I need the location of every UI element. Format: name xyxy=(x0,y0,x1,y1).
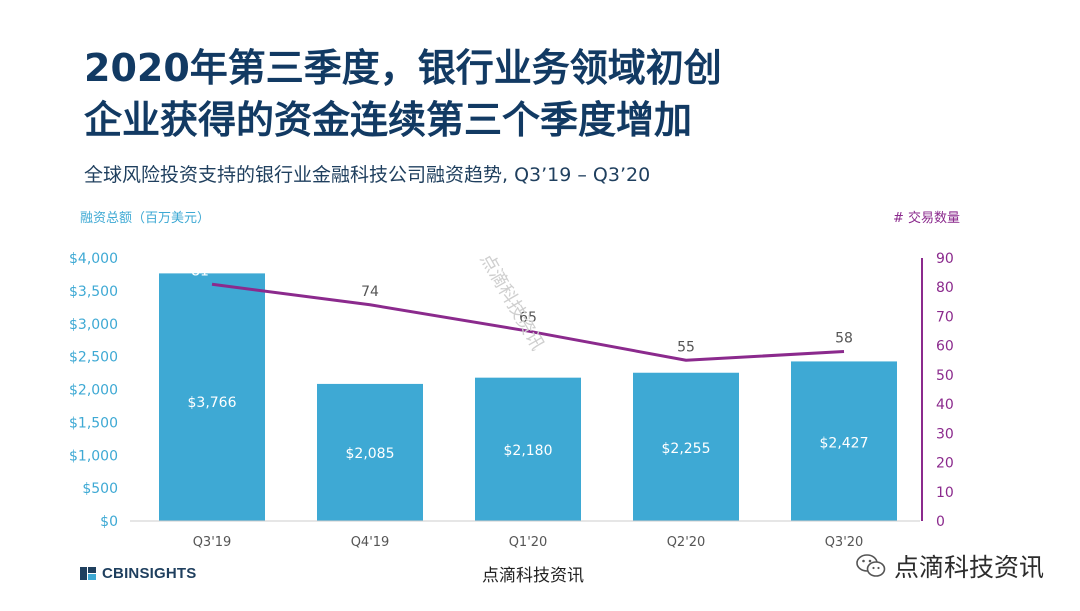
y-left-tick-label-5: $2,500 xyxy=(69,350,118,366)
x-tick-label-3: Q2'20 xyxy=(667,535,706,550)
y-left-tick-label-6: $3,000 xyxy=(69,317,118,333)
y-right-axis-title: # 交易数量 xyxy=(893,210,960,226)
y-right-tick-label-9: 90 xyxy=(936,251,954,267)
y-left-tick-label-3: $1,500 xyxy=(69,415,118,431)
bar-value-label-0: $3,766 xyxy=(188,395,237,411)
y-left-tick-label-8: $4,000 xyxy=(69,251,118,267)
bar-3 xyxy=(633,372,739,521)
bar-value-label-3: $2,255 xyxy=(662,441,711,457)
bar-value-label-2: $2,180 xyxy=(504,443,553,459)
y-right-tick-label-5: 50 xyxy=(936,368,954,384)
y-right-tick-label-0: 0 xyxy=(936,514,945,530)
y-right-tick-label-2: 20 xyxy=(936,456,954,472)
bar-4 xyxy=(791,361,897,521)
y-left-tick-label-2: $1,000 xyxy=(69,448,118,464)
x-tick-label-1: Q4'19 xyxy=(351,535,390,550)
y-right-tick-label-1: 10 xyxy=(936,485,954,501)
line-value-label-1: 74 xyxy=(361,284,379,300)
cbinsights-logo-icon xyxy=(80,567,96,580)
line-value-label-0: 81 xyxy=(191,263,209,279)
chart-subtitle: 全球风险投资支持的银行业金融科技公司融资趋势, Q3’19 – Q3’20 xyxy=(84,164,651,186)
deal-count-line xyxy=(211,282,845,362)
title-line-2: 企业获得的资金连续第三个季度增加 xyxy=(84,98,693,142)
y-left-tick-label-4: $2,000 xyxy=(69,383,118,399)
title-line-1: 2020年第三季度，银行业务领域初创 xyxy=(84,46,722,90)
y-right-tick-label-6: 60 xyxy=(936,339,954,355)
x-tick-label-0: Q3'19 xyxy=(193,535,232,550)
line-value-label-4: 58 xyxy=(835,331,853,347)
footer-wechat-badge: 点滴科技资讯 xyxy=(856,548,1044,584)
bar-value-label-4: $2,427 xyxy=(820,436,869,452)
bar-1 xyxy=(317,383,423,521)
footer-source-text: 点滴科技资讯 xyxy=(482,566,584,586)
cbinsights-logo-text: CBINSIGHTS xyxy=(102,565,197,582)
y-left-tick-label-0: $0 xyxy=(100,514,118,530)
y-right-tick-label-8: 80 xyxy=(936,280,954,296)
wechat-icon xyxy=(856,554,886,577)
x-tick-label-2: Q1'20 xyxy=(509,535,548,550)
page-title: 2020年第三季度，银行业务领域初创 企业获得的资金连续第三个季度增加 xyxy=(84,42,984,146)
y-right-tick-label-7: 70 xyxy=(936,309,954,325)
y-right-tick-label-3: 30 xyxy=(936,426,954,442)
line-value-label-2: 65 xyxy=(519,310,537,326)
watermark-text: 点滴科技资讯 xyxy=(476,250,548,354)
cbinsights-logo: CBINSIGHTS xyxy=(80,565,197,582)
bar-value-label-1: $2,085 xyxy=(346,446,395,462)
y-left-tick-label-7: $3,500 xyxy=(69,284,118,300)
bar-2 xyxy=(475,377,581,521)
x-tick-label-4: Q3'20 xyxy=(825,535,864,550)
y-right-tick-label-4: 40 xyxy=(936,397,954,413)
footer-wechat-text: 点滴科技资讯 xyxy=(893,553,1044,582)
y-left-tick-label-1: $500 xyxy=(82,481,118,497)
y-left-axis-title: 融资总额（百万美元） xyxy=(80,211,210,226)
bar-0 xyxy=(159,273,265,521)
line-value-label-3: 55 xyxy=(677,339,695,355)
